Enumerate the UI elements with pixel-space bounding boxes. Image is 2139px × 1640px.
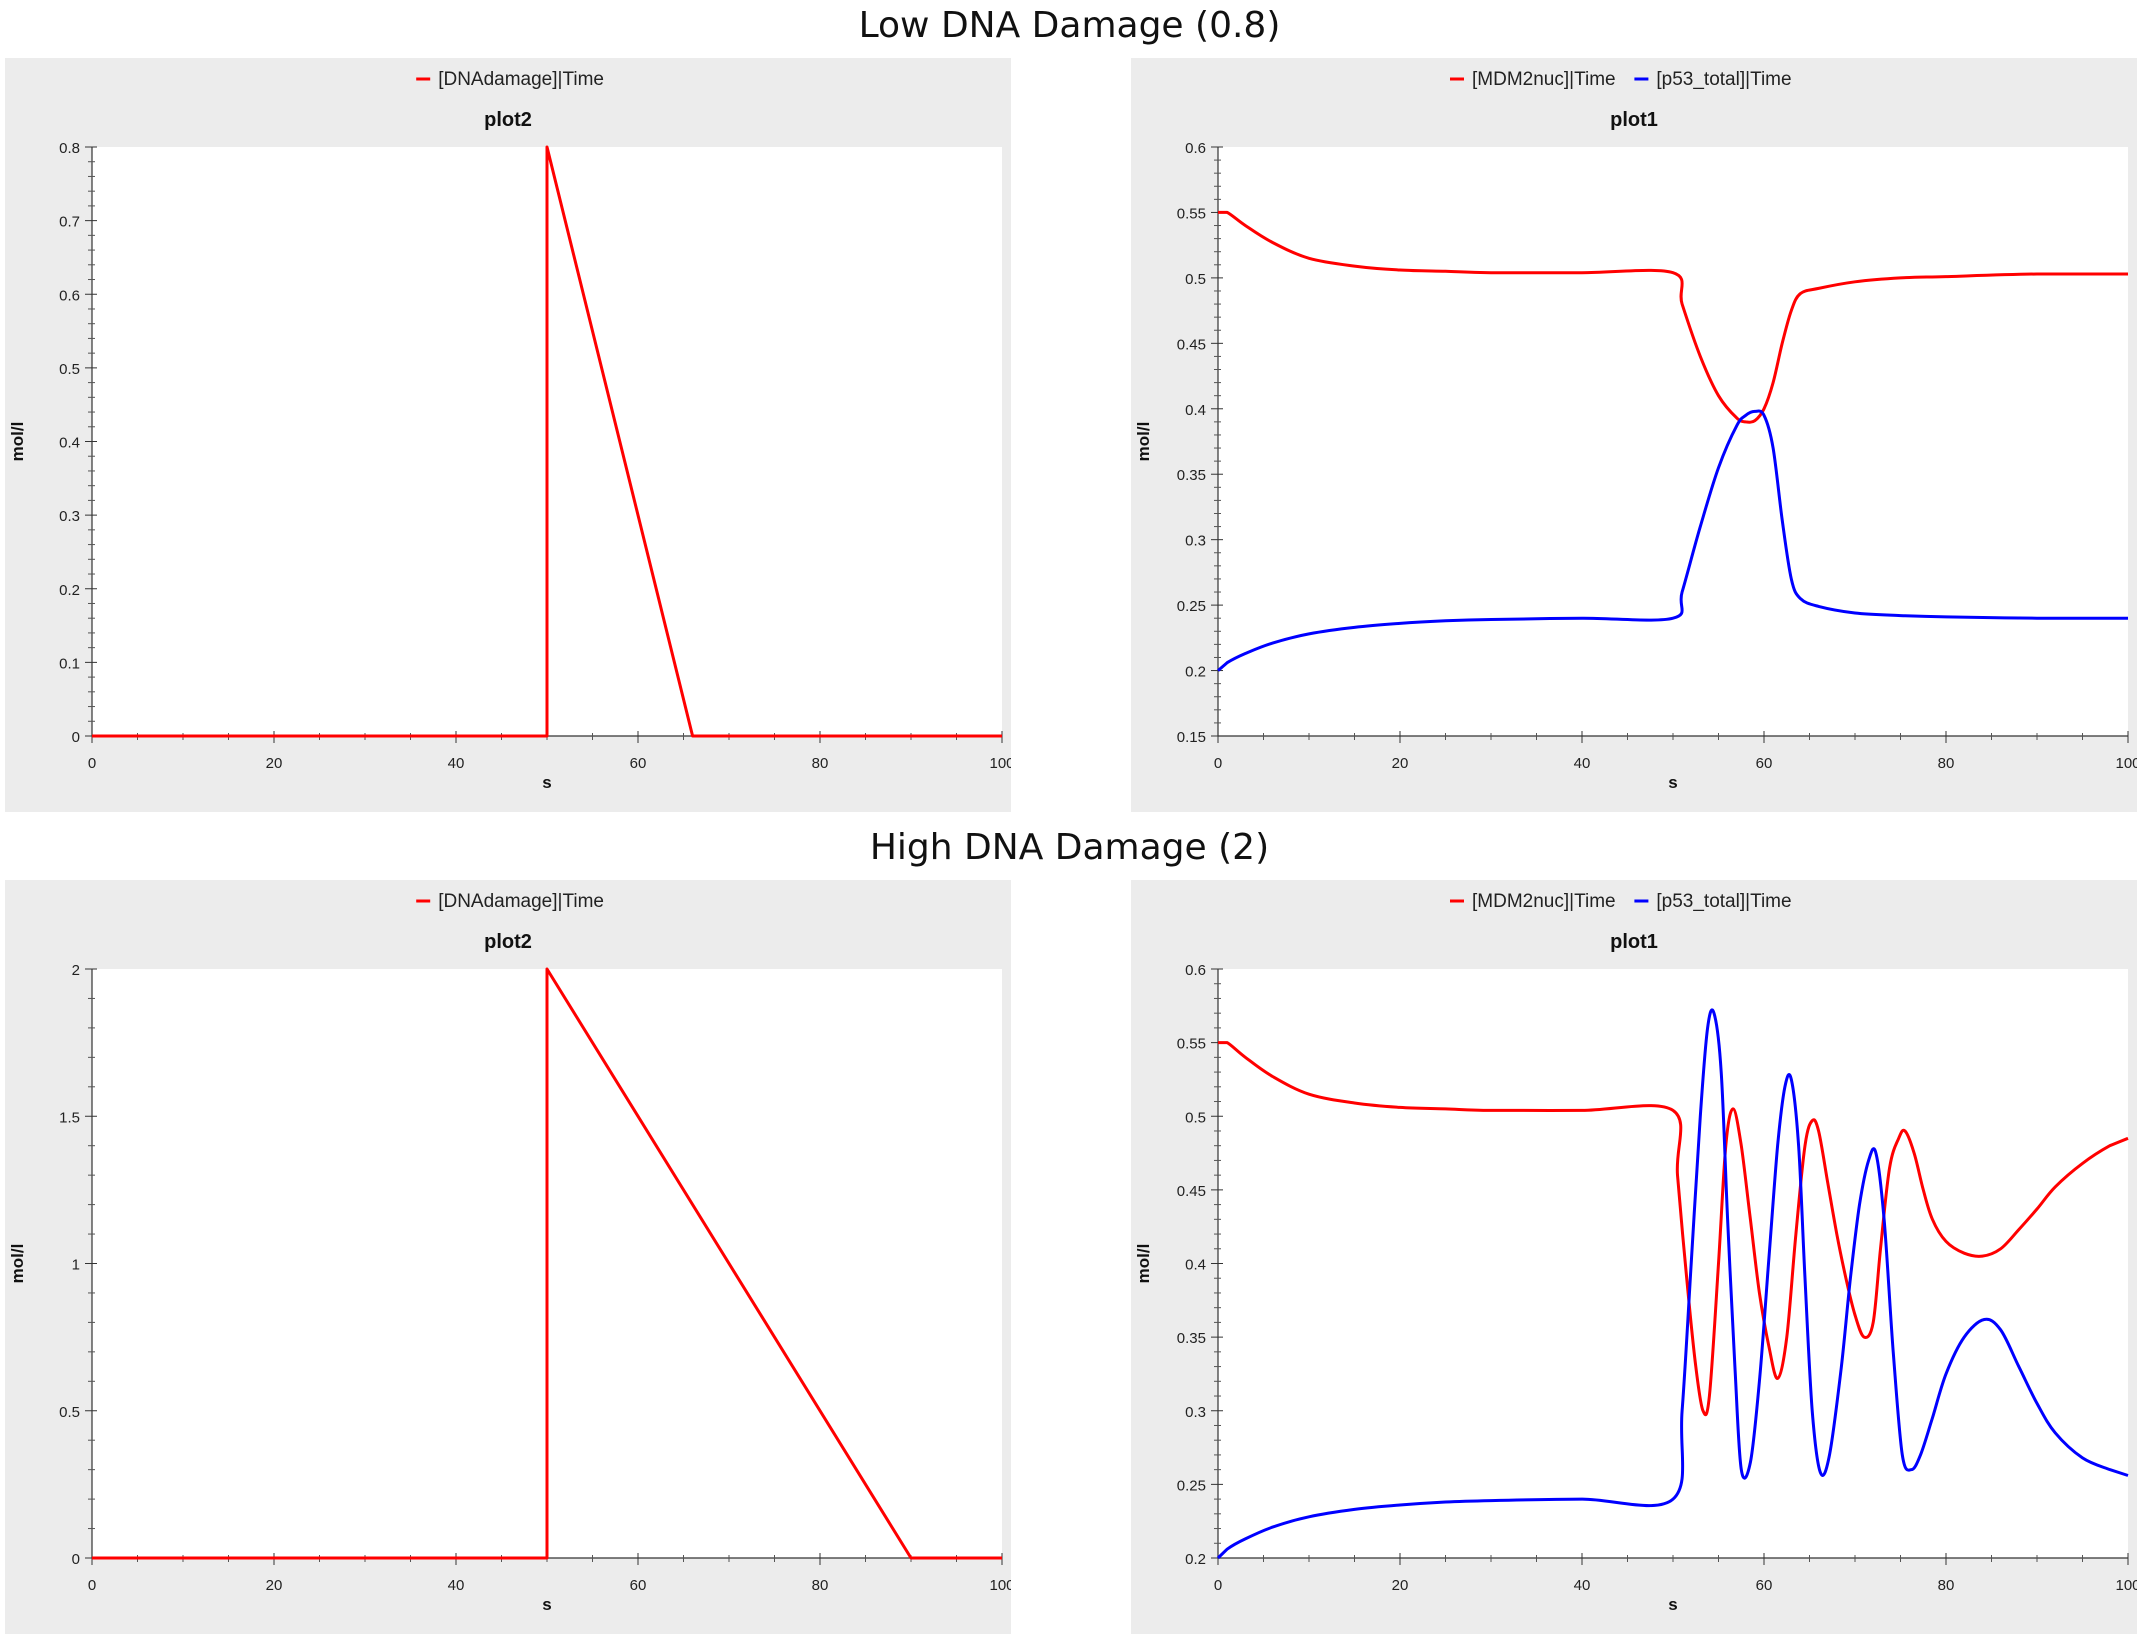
x-tick-label: 100: [2115, 755, 2137, 772]
y-tick-label: 0.45: [1177, 1183, 1206, 1200]
chart-panel-high-mdm2-p53: [MDM2nuc]|Time [p53_total]|Time plot1 0.2 0.…: [1131, 880, 2137, 1634]
chart-svg: [DNAdamage]|Time plot2 0 0.1 0.2 0.3 0.4 0.5 0.6…: [8, 69, 1011, 792]
y-axis-label: mol/l: [8, 422, 27, 462]
y-tick-label: 0.35: [1177, 1330, 1206, 1347]
y-tick-label: 0.5: [1185, 271, 1206, 288]
y-tick-label: 1: [72, 1257, 80, 1274]
x-axis-label: s: [542, 1595, 551, 1614]
chart-title: plot2: [484, 109, 532, 131]
x-tick-label: 20: [266, 1577, 283, 1594]
x-tick-label: 20: [266, 755, 283, 772]
x-tick-label: 80: [1938, 755, 1955, 772]
x-tick-label: 0: [88, 1577, 96, 1594]
x-tick-label: 40: [448, 755, 465, 772]
y-tick-label: 0.8: [59, 140, 80, 157]
chart-svg: [MDM2nuc]|Time [p53_total]|Time plot1 0.15 0…: [1134, 69, 2137, 792]
legend-label: [MDM2nuc]|Time: [1472, 69, 1616, 90]
series-line: [1218, 210, 2128, 424]
legend-label: [DNAdamage]|Time: [438, 891, 604, 912]
chart-title: plot1: [1610, 109, 1658, 131]
legend-label: [DNAdamage]|Time: [438, 69, 604, 90]
x-tick-label: 80: [812, 755, 829, 772]
y-tick-label: 0.35: [1177, 467, 1206, 484]
x-tick-label: 0: [1214, 1577, 1222, 1594]
y-tick-label: 0.5: [59, 361, 80, 378]
y-tick-label: 0: [72, 729, 80, 746]
x-axis-label: s: [1668, 773, 1677, 792]
legend-label: [p53_total]|Time: [1656, 69, 1791, 90]
x-tick-label: 80: [812, 1577, 829, 1594]
y-tick-label: 1.5: [59, 1109, 80, 1126]
x-tick-label: 100: [2115, 1577, 2137, 1594]
x-tick-label: 60: [630, 755, 647, 772]
y-tick-label: 0.5: [59, 1404, 80, 1421]
chart-title: plot1: [1610, 931, 1658, 953]
y-tick-label: 0.4: [1185, 1257, 1206, 1274]
x-tick-label: 100: [989, 755, 1011, 772]
y-tick-label: 0: [72, 1551, 80, 1568]
y-tick-label: 0.2: [1185, 664, 1206, 681]
series-line: [92, 967, 1002, 1560]
y-tick-label: 0.4: [59, 435, 80, 452]
chart-svg: [MDM2nuc]|Time [p53_total]|Time plot1 0.2 0.…: [1134, 891, 2137, 1614]
y-tick-label: 0.3: [1185, 1404, 1206, 1421]
y-tick-label: 0.25: [1177, 1477, 1206, 1494]
series-line: [1216, 1008, 2129, 1560]
x-tick-label: 40: [1574, 755, 1591, 772]
legend-label: [p53_total]|Time: [1656, 891, 1791, 912]
x-tick-label: 60: [1756, 1577, 1773, 1594]
section-title-high: High DNA Damage (2): [869, 827, 1270, 868]
x-tick-label: 20: [1392, 1577, 1409, 1594]
legend-label: [MDM2nuc]|Time: [1472, 891, 1616, 912]
y-tick-label: 2: [72, 962, 80, 979]
x-tick-label: 40: [1574, 1577, 1591, 1594]
series-line: [92, 145, 1002, 738]
y-tick-label: 0.4: [1185, 402, 1206, 419]
y-axis-label: mol/l: [8, 1244, 27, 1284]
x-tick-label: 60: [1756, 755, 1773, 772]
x-tick-label: 60: [630, 1577, 647, 1594]
y-axis-label: mol/l: [1134, 1244, 1153, 1284]
y-axis-label: mol/l: [1134, 422, 1153, 462]
y-tick-label: 0.45: [1177, 336, 1206, 353]
x-tick-label: 0: [88, 755, 96, 772]
x-tick-label: 40: [448, 1577, 465, 1594]
series-line: [1218, 1041, 2129, 1417]
y-tick-label: 0.6: [59, 287, 80, 304]
y-tick-label: 0.55: [1177, 1036, 1206, 1053]
y-tick-label: 0.25: [1177, 598, 1206, 615]
y-tick-label: 0.3: [1185, 533, 1206, 550]
y-tick-label: 0.2: [59, 582, 80, 599]
y-tick-label: 0.1: [59, 655, 80, 672]
chart-title: plot2: [484, 931, 532, 953]
chart-panel-high-dna-damage: [DNAdamage]|Time plot2 0 0.5 1 1.5 2 0 20 40 60 80 1…: [5, 880, 1011, 1634]
plot-area: [1218, 969, 2128, 1558]
y-tick-label: 0.15: [1177, 729, 1206, 746]
x-tick-label: 80: [1938, 1577, 1955, 1594]
series-line: [1217, 409, 2128, 672]
x-tick-label: 20: [1392, 755, 1409, 772]
y-tick-label: 0.7: [59, 214, 80, 231]
y-tick-label: 0.2: [1185, 1551, 1206, 1568]
chart-panel-low-dna-damage: [DNAdamage]|Time plot2 0 0.1 0.2 0.3 0.4 0.5 0.6…: [5, 58, 1011, 812]
chart-panel-low-mdm2-p53: [MDM2nuc]|Time [p53_total]|Time plot1 0.15 0…: [1131, 58, 2137, 812]
x-axis-label: s: [1668, 1595, 1677, 1614]
y-tick-label: 0.5: [1185, 1109, 1206, 1126]
y-tick-label: 0.3: [59, 508, 80, 525]
plot-area: [1218, 147, 2128, 736]
x-tick-label: 100: [989, 1577, 1011, 1594]
y-tick-label: 0.6: [1185, 962, 1206, 979]
y-tick-label: 0.55: [1177, 205, 1206, 222]
x-axis-label: s: [542, 773, 551, 792]
section-title-low: Low DNA Damage (0.8): [858, 5, 1281, 46]
x-tick-label: 0: [1214, 755, 1222, 772]
y-tick-label: 0.6: [1185, 140, 1206, 157]
